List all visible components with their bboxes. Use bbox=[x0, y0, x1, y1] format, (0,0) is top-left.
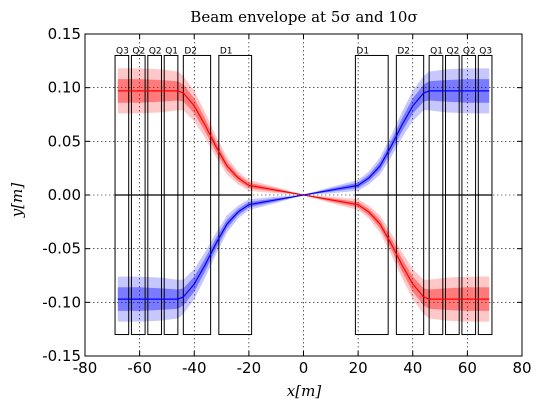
x-tick-label: -60 bbox=[127, 359, 152, 377]
y-tick-label: -0.15 bbox=[42, 347, 81, 365]
x-tick-label: 0 bbox=[299, 359, 309, 377]
magnet-label: D1 bbox=[356, 46, 369, 56]
beam-centroid-line bbox=[117, 90, 490, 300]
x-axis-label: x[m] bbox=[287, 382, 322, 399]
magnet-label: Q1 bbox=[430, 46, 443, 56]
x-tick-label: 60 bbox=[458, 359, 477, 377]
y-tick-label: -0.10 bbox=[42, 293, 81, 311]
y-tick-label: -0.05 bbox=[42, 240, 81, 258]
magnet-label: D1 bbox=[220, 46, 233, 56]
magnet-label: D2 bbox=[397, 46, 410, 56]
y-tick-label: 0.05 bbox=[48, 132, 81, 150]
series-lines bbox=[117, 90, 490, 300]
y-tick-label: 0.00 bbox=[48, 186, 81, 204]
y-axis-label: y[m] bbox=[8, 183, 26, 219]
chart-title: Beam envelope at 5σ and 10σ bbox=[190, 8, 417, 26]
magnet-label: Q2 bbox=[447, 46, 460, 56]
magnet-label: Q3 bbox=[116, 46, 129, 56]
x-tick-label: 20 bbox=[349, 359, 368, 377]
magnet-boxes: Q3 Q2 Q2 Q1 D2 D1 D1 D2 Q1 Q2 Q2 Q3 bbox=[114, 46, 493, 336]
x-tick-label: -20 bbox=[237, 359, 262, 377]
x-tick-label: -80 bbox=[73, 359, 98, 377]
x-tick-label: 80 bbox=[512, 359, 531, 377]
magnet-label: Q2 bbox=[463, 46, 476, 56]
magnet-label: Q3 bbox=[479, 46, 492, 56]
magnet-label: Q2 bbox=[132, 46, 145, 56]
x-tick-label: 40 bbox=[403, 359, 422, 377]
magnet-label: Q1 bbox=[165, 46, 178, 56]
axis-ticks: -80 -60 -40 -20 0 20 40 60 80 -0.15 -0.10 -0.05 0.00… bbox=[42, 25, 531, 377]
magnet-label: D2 bbox=[184, 46, 197, 56]
magnet-label: Q2 bbox=[149, 46, 162, 56]
y-tick-label: 0.10 bbox=[48, 79, 81, 97]
y-tick-label: 0.15 bbox=[48, 25, 81, 43]
x-tick-label: -40 bbox=[182, 359, 207, 377]
